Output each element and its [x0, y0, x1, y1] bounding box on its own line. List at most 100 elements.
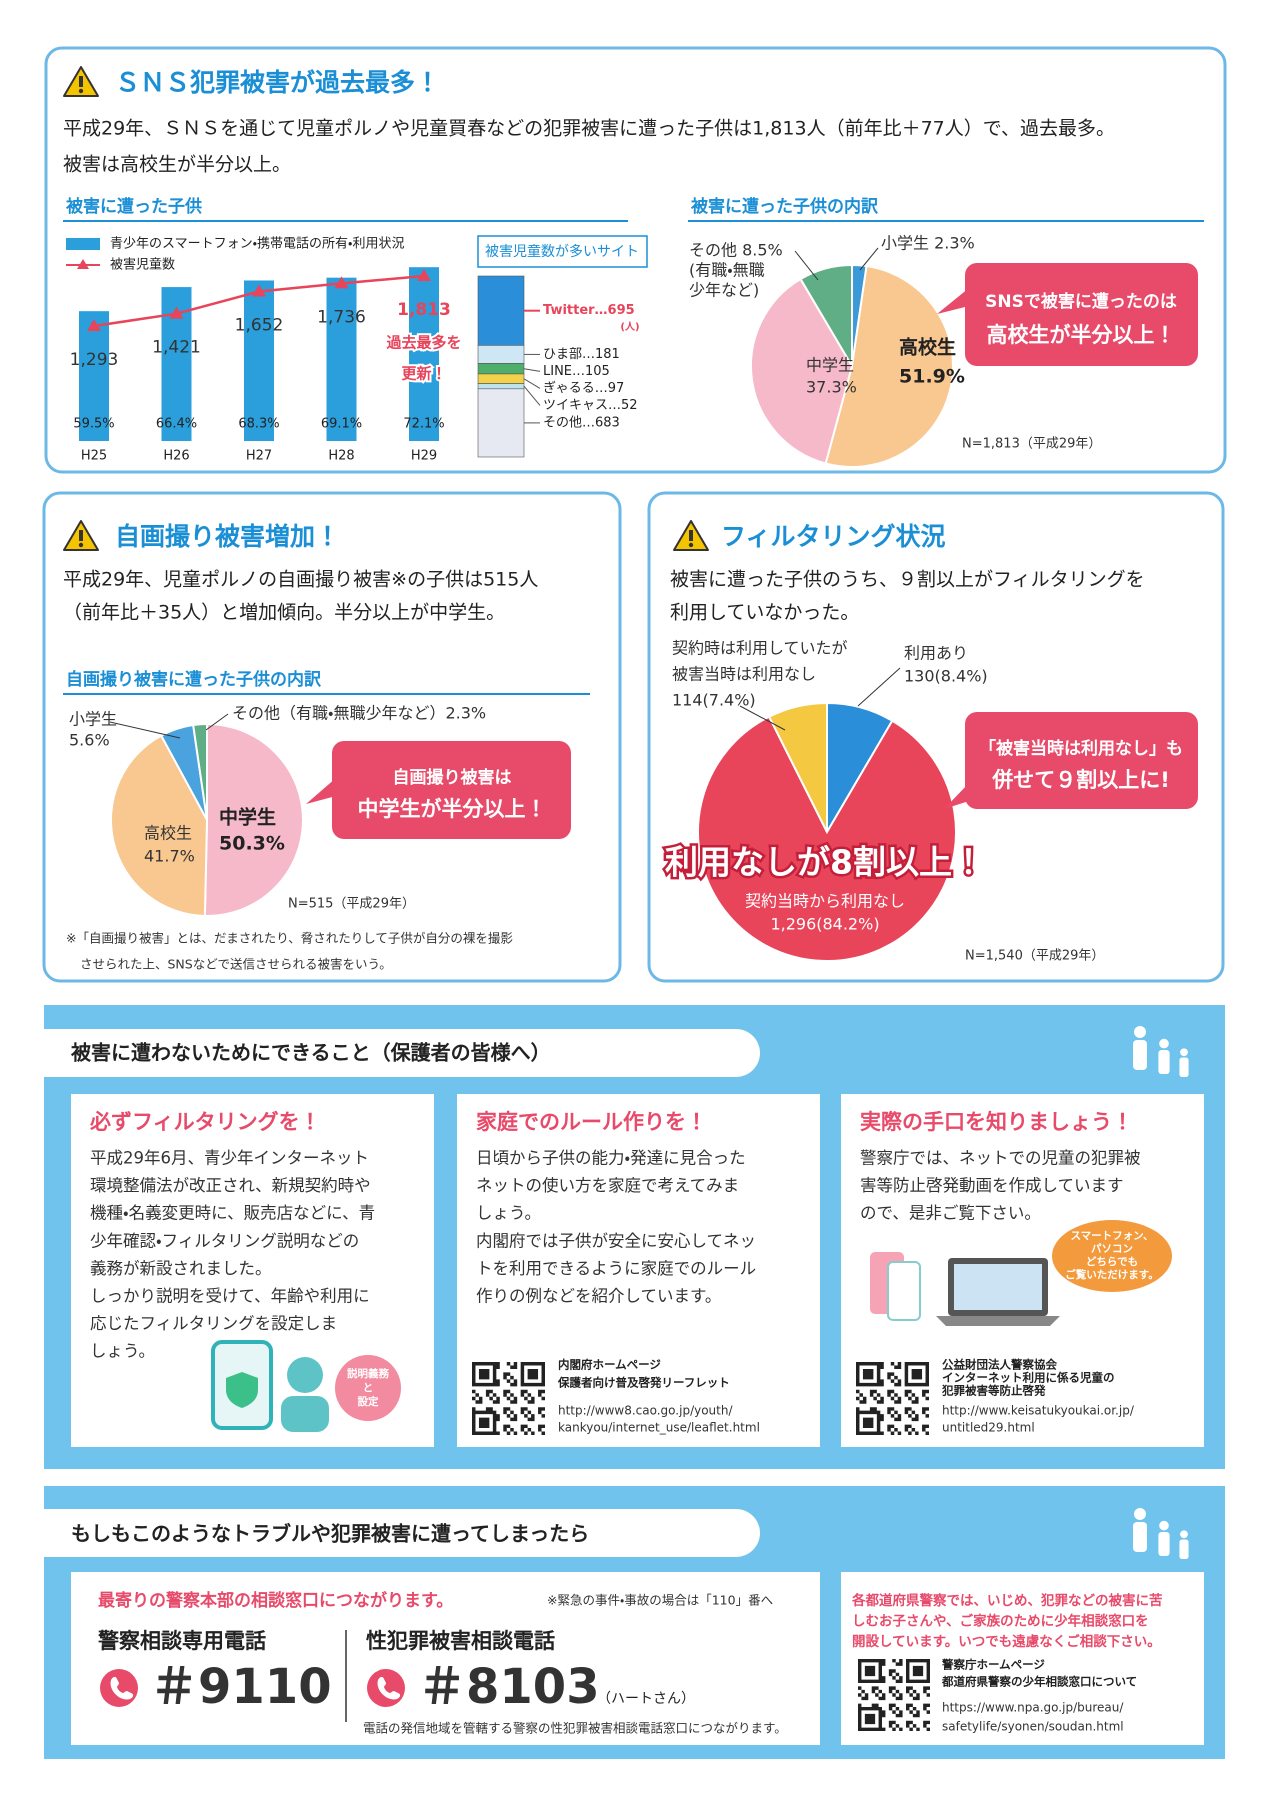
warning-icon: [79, 76, 83, 87]
leader-line: [794, 250, 819, 281]
leader-line: [859, 247, 879, 271]
note: ※緊急の事件・事故の場合は「110」番へ: [547, 1593, 773, 1608]
bar: [326, 277, 357, 441]
slice-label: 37.3%: [806, 378, 857, 397]
data-label: 1,293: [70, 350, 119, 370]
slice-label: (有職・無職: [689, 261, 765, 280]
phone-label: 警察相談専用電話: [97, 1629, 266, 1653]
annotation: 更新！: [401, 365, 446, 383]
slice-label: 130(8.4%): [904, 667, 988, 686]
callout: [965, 712, 1198, 809]
leader-line: [109, 721, 181, 739]
card-body: しょう。: [476, 1204, 541, 1223]
title-tab: [44, 1029, 84, 1077]
people-icon: [1158, 1532, 1170, 1556]
slice-label: 被害当時は利用なし: [672, 665, 816, 684]
pie-slice: [697, 715, 957, 962]
people-icon: [1159, 1038, 1169, 1049]
chart-title: 被害に遭った子供: [65, 196, 202, 217]
people-icon: [1179, 1057, 1189, 1077]
pie-slice: [192, 722, 208, 821]
link-url: http://www.keisatukyoukai.or.jp/: [942, 1404, 1135, 1418]
bar-label: 59.5%: [73, 417, 114, 432]
bar: [409, 267, 439, 441]
stacked-segment: [477, 363, 525, 375]
slice-label: 小学生 2.3%: [881, 234, 975, 253]
illustration: [887, 1261, 921, 1321]
warning-icon: [689, 530, 693, 541]
link-caption: インターネット利用に係る児童の: [942, 1371, 1115, 1385]
callout: [965, 263, 1198, 366]
slice-label: 114(7.4%): [672, 691, 756, 710]
line-marker: [87, 319, 101, 331]
card-body: 内閣府では子供が安全に安心してネッ: [476, 1231, 756, 1250]
slice-label: 小学生: [69, 710, 117, 729]
bar-label: 69.1%: [321, 417, 362, 432]
slice-label: その他（有職・無職少年など）2.3%: [232, 704, 486, 723]
data-label: 1,421: [152, 338, 201, 358]
callout-tail: [944, 783, 969, 809]
link-url: kankyou/internet_use/leaflet.html: [558, 1421, 760, 1435]
segment-label: ぎゃるる…97: [543, 381, 624, 396]
lead-text: 利用していなかった。: [670, 602, 859, 624]
stacked-segment: [477, 383, 525, 390]
band-title: 被害に遭わないためにできること（保護者の皆様へ）: [70, 1041, 551, 1065]
card-body: 平成29年6月、青少年インターネット: [90, 1149, 369, 1168]
link-caption: 警察庁ホームページ: [941, 1658, 1045, 1672]
slice-label: 中学生: [219, 806, 276, 829]
side-text: 各都道府県警察では、いじめ、犯罪などの被害に苦: [851, 1592, 1163, 1609]
callout-text: 併せて９割以上に!: [991, 768, 1170, 792]
people-icon: [1133, 1522, 1147, 1552]
chart-title: 被害に遭った子供の内訳: [690, 196, 879, 217]
phone-number: ＃8103: [418, 1659, 600, 1715]
headline: 利用なしが8割以上！: [665, 843, 985, 882]
footnote: 電話の発信地域を管轄する警察の性犯罪被害相談電話窓口につながります。: [363, 1721, 787, 1736]
card-body: 少年確認・フィルタリング説明などの: [90, 1231, 359, 1250]
phone-icon: [367, 1669, 405, 1707]
phone-suffix: （ハートさん）: [597, 1691, 695, 1707]
pie-slice: [110, 734, 209, 918]
line-marker: [169, 306, 184, 319]
slice-label: 高校生: [144, 824, 192, 843]
bubble-text: スマートフォン、: [1070, 1230, 1153, 1242]
bubble-text: 設定: [358, 1395, 379, 1408]
bubble-text: パソコン: [1091, 1243, 1133, 1255]
callout-tail: [306, 778, 336, 804]
footnote: ※「自画撮り被害」とは、だまされたり、脅されたりして子供が自分の裸を撮影: [66, 931, 513, 946]
link-url: http://www8.cao.go.jp/youth/: [558, 1404, 733, 1418]
illustration: [226, 1372, 258, 1408]
stacked-segment: [477, 275, 525, 346]
line-marker: [417, 268, 431, 281]
qr-code: [856, 1362, 929, 1435]
pie-slice: [767, 701, 828, 833]
link-caption: 保護者向け普及啓発リーフレット: [557, 1376, 730, 1390]
slice-label: 契約時は利用していたが: [672, 639, 848, 658]
leader-line: [523, 385, 541, 406]
card-heading: 必ずフィルタリングを！: [90, 1110, 321, 1134]
card-heading: 実際の手口を知りましょう！: [860, 1110, 1133, 1134]
stacked-segment: [477, 345, 525, 364]
segment-label: その他…683: [543, 415, 620, 430]
unit-label: (人): [620, 321, 639, 333]
callout-text: 高校生が半分以上！: [987, 323, 1176, 347]
callout-text: 「被害当時は利用なし」も: [979, 738, 1183, 759]
headline: 最寄りの警察本部の相談窓口につながります。: [98, 1590, 453, 1611]
bar-label: 72.1%: [403, 417, 444, 432]
section-title: ＳＮＳ犯罪被害が過去最多！: [115, 68, 440, 97]
link-caption: 都道府県警察の少年相談窓口について: [941, 1675, 1137, 1689]
card-body: 日頃から子供の能力・発達に見合った: [476, 1149, 746, 1168]
lead-text: （前年比＋35人）と増加傾向。半分以上が中学生。: [63, 602, 505, 624]
card-body: トを利用できるように家庭でのルール: [476, 1259, 756, 1278]
illustration: [287, 1357, 323, 1393]
bubble: [335, 1355, 401, 1421]
data-label: 1,736: [317, 307, 366, 327]
annotation: 過去最多を: [386, 334, 461, 352]
card-body: 応じたフィルタリングを設定しま: [90, 1314, 337, 1333]
people-icon: [1179, 1539, 1189, 1559]
legend-swatch: [77, 259, 89, 269]
illustration: [281, 1396, 329, 1432]
link-caption: 公益財団法人警察協会: [942, 1358, 1057, 1372]
title-tab: [44, 1029, 760, 1077]
side-text: 開設しています。いつでも遠慮なくご相談下さい。: [852, 1633, 1161, 1650]
